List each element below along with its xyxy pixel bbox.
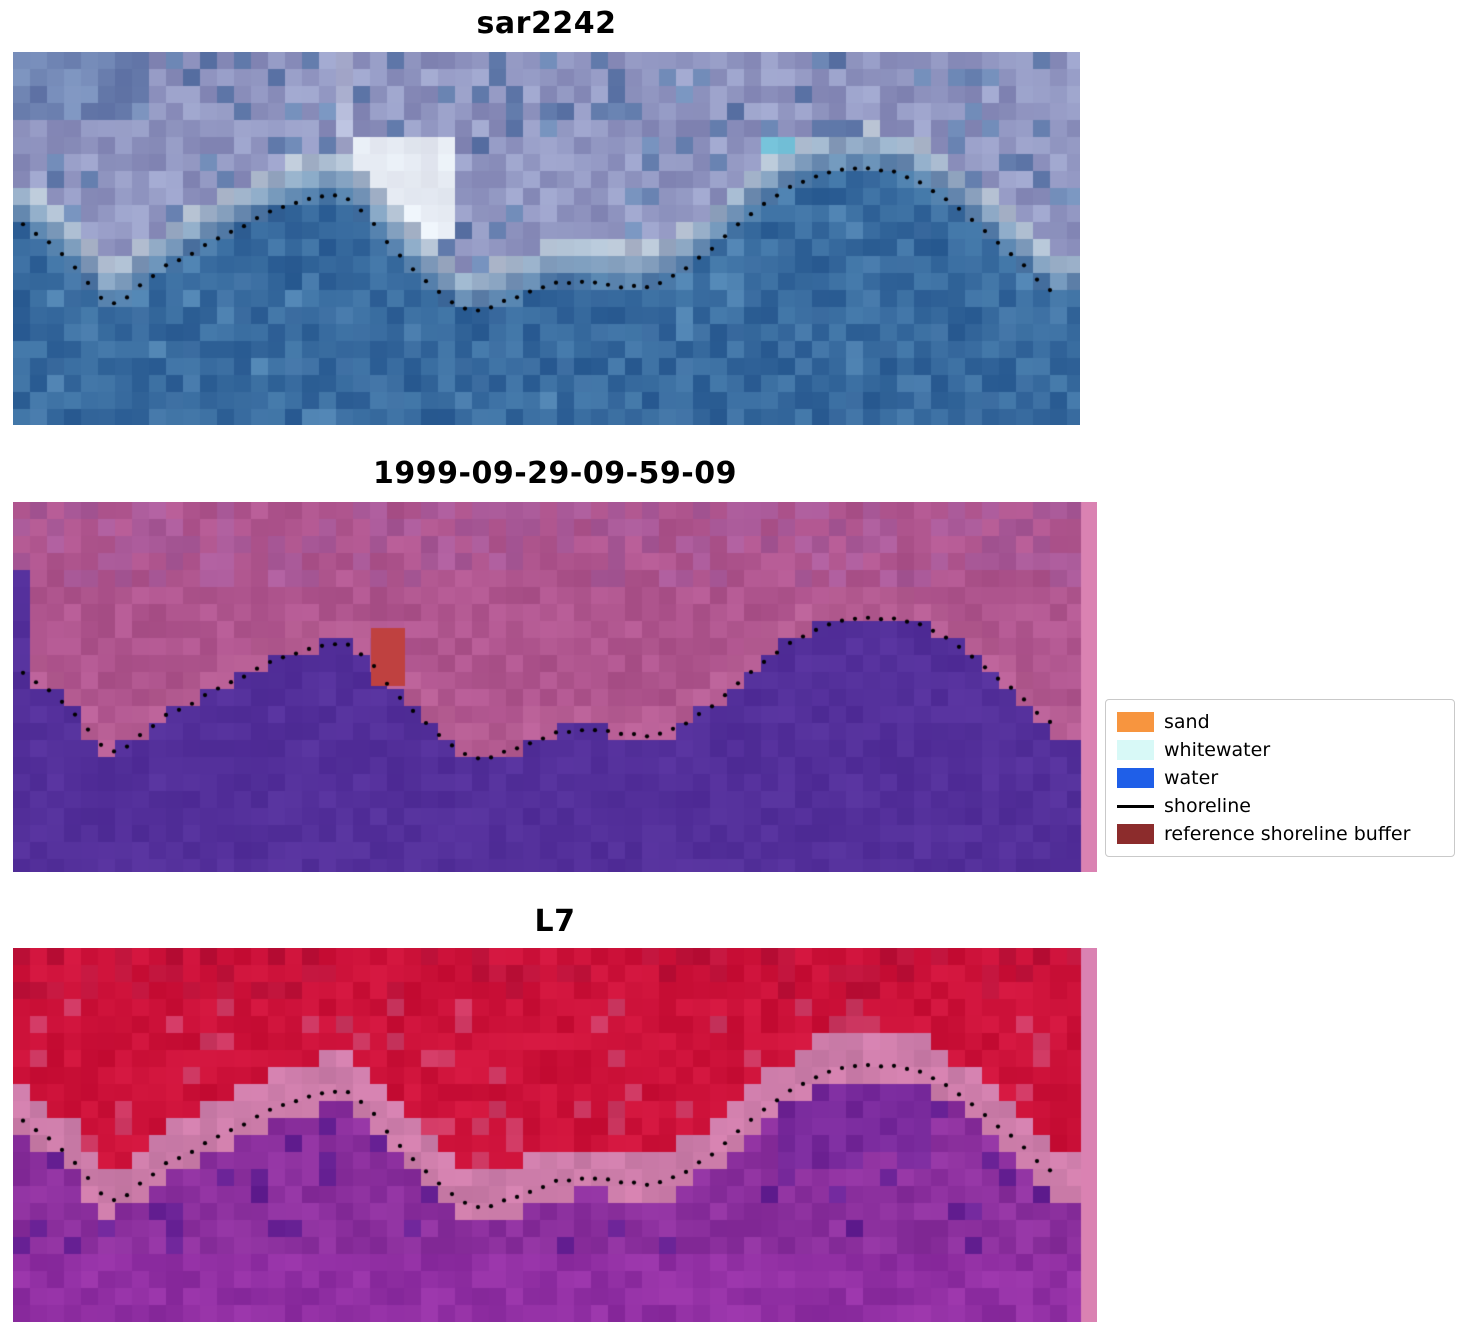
legend-items: sand whitewater water shoreline reference sh… [1117, 708, 1443, 848]
water-swatch [1117, 768, 1154, 788]
legend-item: shoreline [1117, 792, 1443, 820]
legend-item: water [1117, 764, 1443, 792]
legend: sand whitewater water shoreline reference sh… [1105, 699, 1455, 857]
reference-shoreline-buffer-swatch [1117, 824, 1154, 844]
panel-title-date: 1999-09-29-09-59-09 [373, 456, 737, 491]
shoreline-swatch [1117, 804, 1154, 808]
classification-image [13, 502, 1097, 872]
sar2242-image [13, 52, 1080, 425]
whitewater-swatch [1117, 740, 1154, 760]
panel-title-sar2242: sar2242 [476, 6, 617, 41]
legend-item-label: reference shoreline buffer [1164, 823, 1411, 845]
panel-title-l7: L7 [534, 904, 576, 939]
legend-item: whitewater [1117, 736, 1443, 764]
legend-item: reference shoreline buffer [1117, 820, 1443, 848]
legend-item-label: whitewater [1164, 739, 1271, 761]
l7-image [13, 948, 1097, 1322]
legend-item-label: sand [1164, 711, 1210, 733]
legend-item-label: shoreline [1164, 795, 1251, 817]
legend-item-label: water [1164, 767, 1219, 789]
legend-item: sand [1117, 708, 1443, 736]
sand-swatch [1117, 712, 1154, 732]
